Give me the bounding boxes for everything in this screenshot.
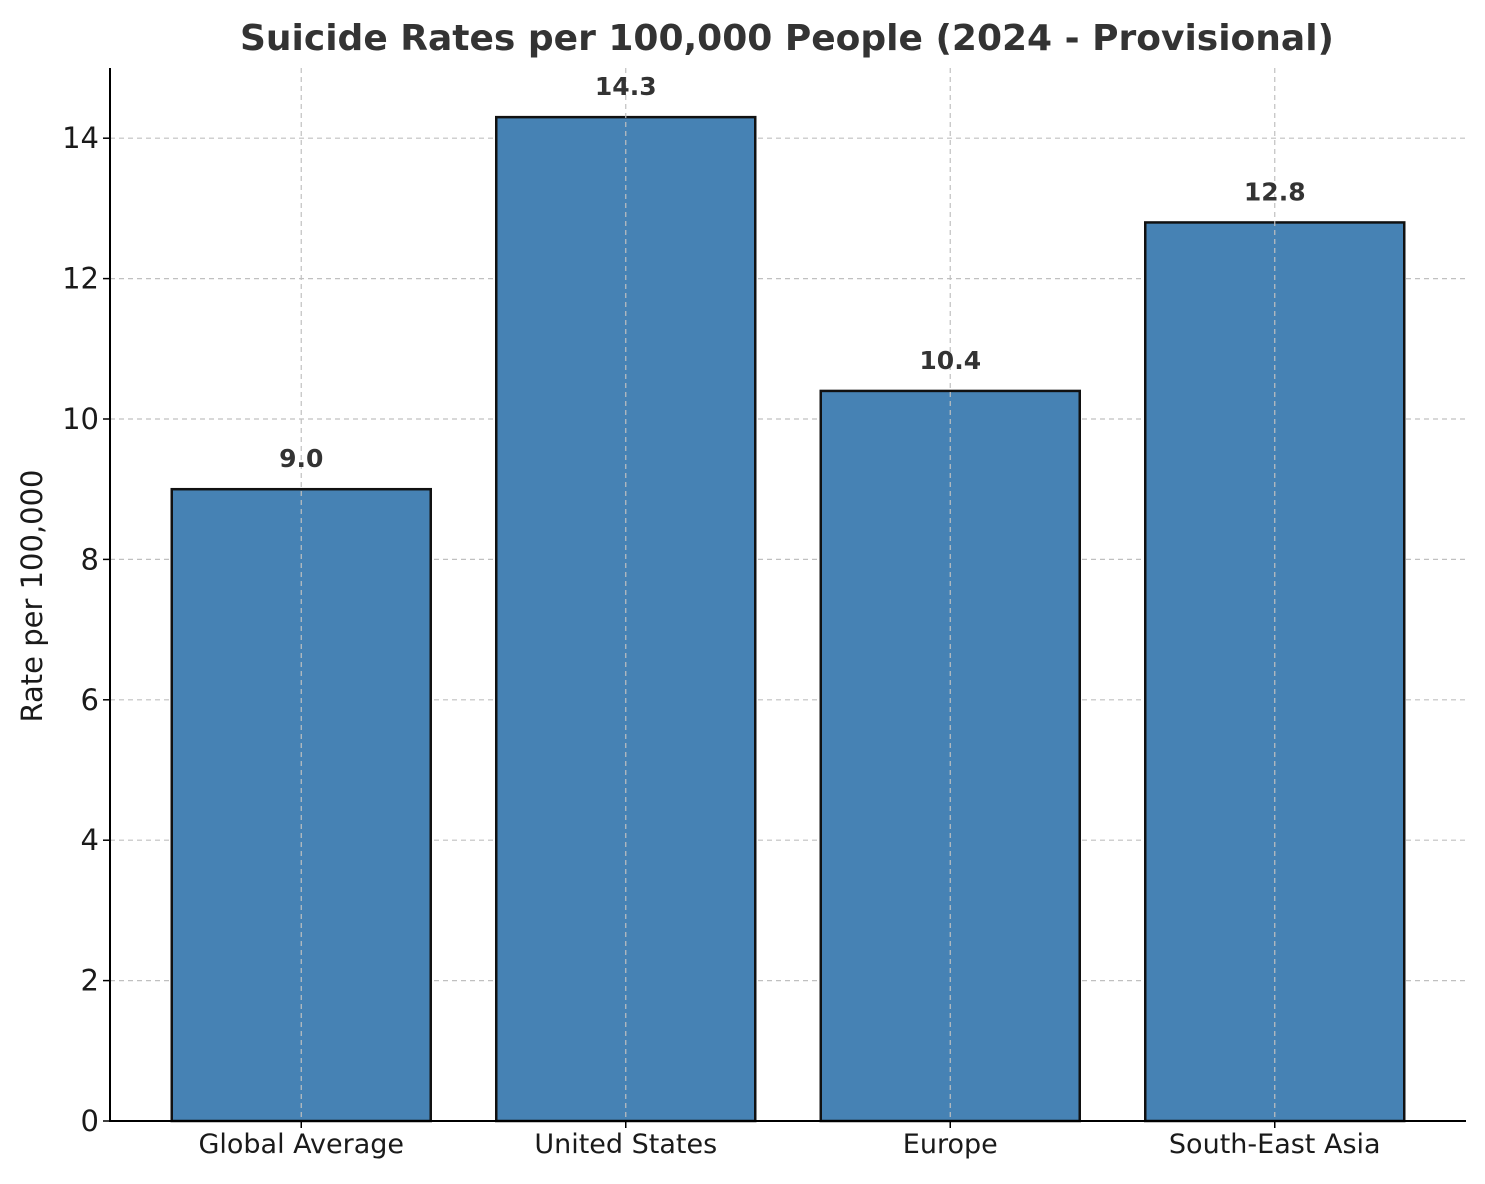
y-tick-label: 10 xyxy=(62,402,99,436)
x-tick-label: United States xyxy=(534,1129,717,1160)
bar-value-label: 12.8 xyxy=(1244,177,1306,206)
axis-layer xyxy=(103,68,1466,1128)
y-tick-label: 8 xyxy=(81,542,99,576)
bar-layer xyxy=(170,115,1406,1123)
y-tick-label: 6 xyxy=(81,683,99,717)
chart-title: Suicide Rates per 100,000 People (2024 -… xyxy=(240,18,1334,59)
x-tick-label: South-East Asia xyxy=(1169,1129,1381,1160)
grid-overlay-layer xyxy=(300,68,1276,1121)
x-tick-label: Global Average xyxy=(198,1129,404,1160)
y-tick-label: 2 xyxy=(81,964,99,998)
y-tick-label: 0 xyxy=(81,1104,99,1138)
y-tick-label: 12 xyxy=(62,262,99,296)
label-layer: 0 2 4 6 8 10 12 14 Global Average United States Eu… xyxy=(62,72,1380,1160)
bar-value-label: 9.0 xyxy=(279,444,323,473)
x-tick-label: Europe xyxy=(903,1129,998,1160)
y-axis-label: Rate per 100,000 xyxy=(15,469,49,722)
y-tick-label: 4 xyxy=(81,823,99,857)
bar-value-label: 10.4 xyxy=(919,346,981,375)
bar-value-label: 14.3 xyxy=(595,72,657,101)
y-tick-label: 14 xyxy=(62,121,99,155)
